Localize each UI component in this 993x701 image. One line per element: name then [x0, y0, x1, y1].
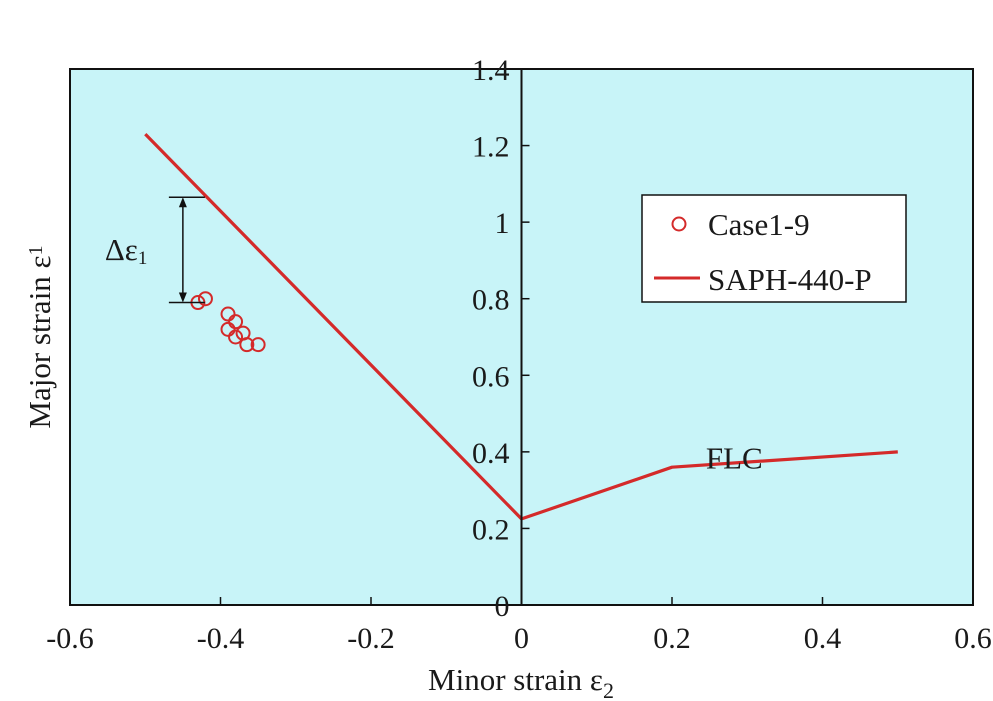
- legend-label-saph-440-p: SAPH-440-P: [708, 262, 872, 297]
- x-tick-label: 0.2: [653, 622, 691, 655]
- y-tick-label: 1.4: [472, 54, 510, 87]
- y-tick-label: 0: [495, 590, 510, 623]
- y-tick-label: 0.4: [472, 437, 510, 470]
- delta-arrow-up: [178, 197, 187, 208]
- scatter-point-case1-9: [197, 291, 213, 307]
- scatter-point-case1-9: [220, 306, 236, 322]
- x-tick-label: -0.6: [46, 622, 94, 655]
- x-tick-label: -0.4: [197, 622, 245, 655]
- scatter-point-case1-9: [250, 337, 266, 353]
- scatter-point-case1-9: [228, 314, 244, 330]
- x-tick-label: 0.6: [954, 622, 992, 655]
- delta-arrow-down: [178, 292, 187, 303]
- legend-label-case1-9: Case1-9: [708, 207, 810, 242]
- legend-box: [641, 194, 907, 303]
- y-tick-label: 0.8: [472, 284, 510, 317]
- y-tick-label: 0.6: [472, 360, 510, 393]
- x-tick-label: 0: [514, 622, 529, 655]
- legend-marker-case1-9: [671, 216, 687, 232]
- scatter-point-case1-9: [228, 329, 244, 345]
- series-line-saph-440-p: [144, 132, 898, 521]
- y-axis-title: Major strain ε1: [22, 245, 57, 428]
- y-tick-label: 0.2: [472, 513, 510, 546]
- delta-label: Δε1: [105, 232, 147, 269]
- x-tick-label: -0.2: [347, 622, 395, 655]
- x-tick-label: 0.4: [804, 622, 842, 655]
- scatter-point-case1-9: [239, 337, 255, 353]
- x-axis-title: Minor strain ε2: [428, 662, 614, 701]
- flc-label: FLC: [706, 441, 763, 476]
- y-tick-label: 1: [495, 207, 510, 240]
- scatter-point-case1-9: [220, 321, 236, 337]
- y-tick-label: 1.2: [472, 131, 510, 164]
- delta-annotation: Δε1: [105, 196, 205, 304]
- legend: Case1-9 SAPH-440-P: [641, 194, 907, 303]
